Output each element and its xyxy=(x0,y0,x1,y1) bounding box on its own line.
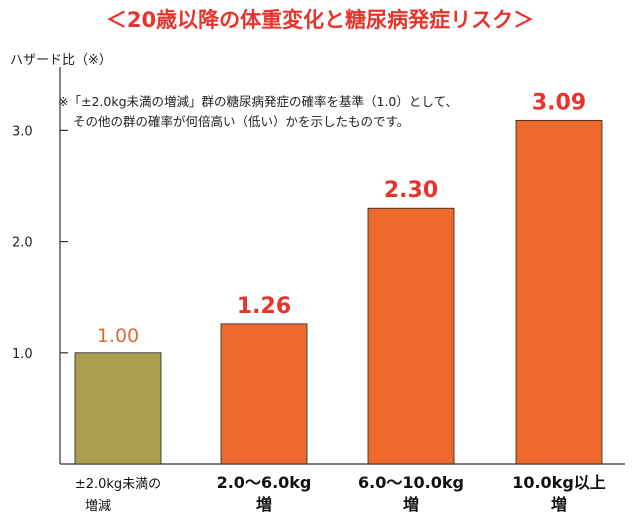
x-tick-label: 10.0kg以上 xyxy=(512,473,606,492)
x-tick-label-line2: 増減 xyxy=(85,498,111,514)
y-tick-label: 3.0 xyxy=(12,124,33,139)
bar xyxy=(220,323,308,465)
bar xyxy=(367,207,455,465)
x-tick-label: 6.0〜10.0kg xyxy=(358,473,464,492)
bar-value-label: 1.26 xyxy=(237,294,291,319)
bar xyxy=(515,119,603,465)
x-tick-label-line2: 増 xyxy=(403,495,419,514)
bar-value-label: 2.30 xyxy=(384,178,438,203)
chart-title: ＜20歳以降の体重変化と糖尿病発症リスク＞ xyxy=(106,8,534,32)
y-axis-label: ハザード比（※） xyxy=(10,53,112,68)
x-tick-label: 2.0〜6.0kg xyxy=(217,473,312,492)
note-line-2: その他の群の確率が何倍高い（低い）かを示したものです。 xyxy=(73,114,409,129)
x-tick-label-line2: 増 xyxy=(256,495,272,514)
y-tick-label: 1.0 xyxy=(12,347,33,362)
x-tick-label: ±2.0kg未満の xyxy=(75,477,161,492)
x-tick-label-line2: 増 xyxy=(551,495,567,514)
bar xyxy=(74,352,162,465)
y-tick-label: 2.0 xyxy=(12,236,33,251)
bar-value-label: 1.00 xyxy=(97,325,139,347)
note-line-1: ※「±2.0kg未満の増減」群の糖尿病発症の確率を基準（1.0）として、 xyxy=(58,94,458,109)
bar-value-label: 3.09 xyxy=(532,90,586,115)
